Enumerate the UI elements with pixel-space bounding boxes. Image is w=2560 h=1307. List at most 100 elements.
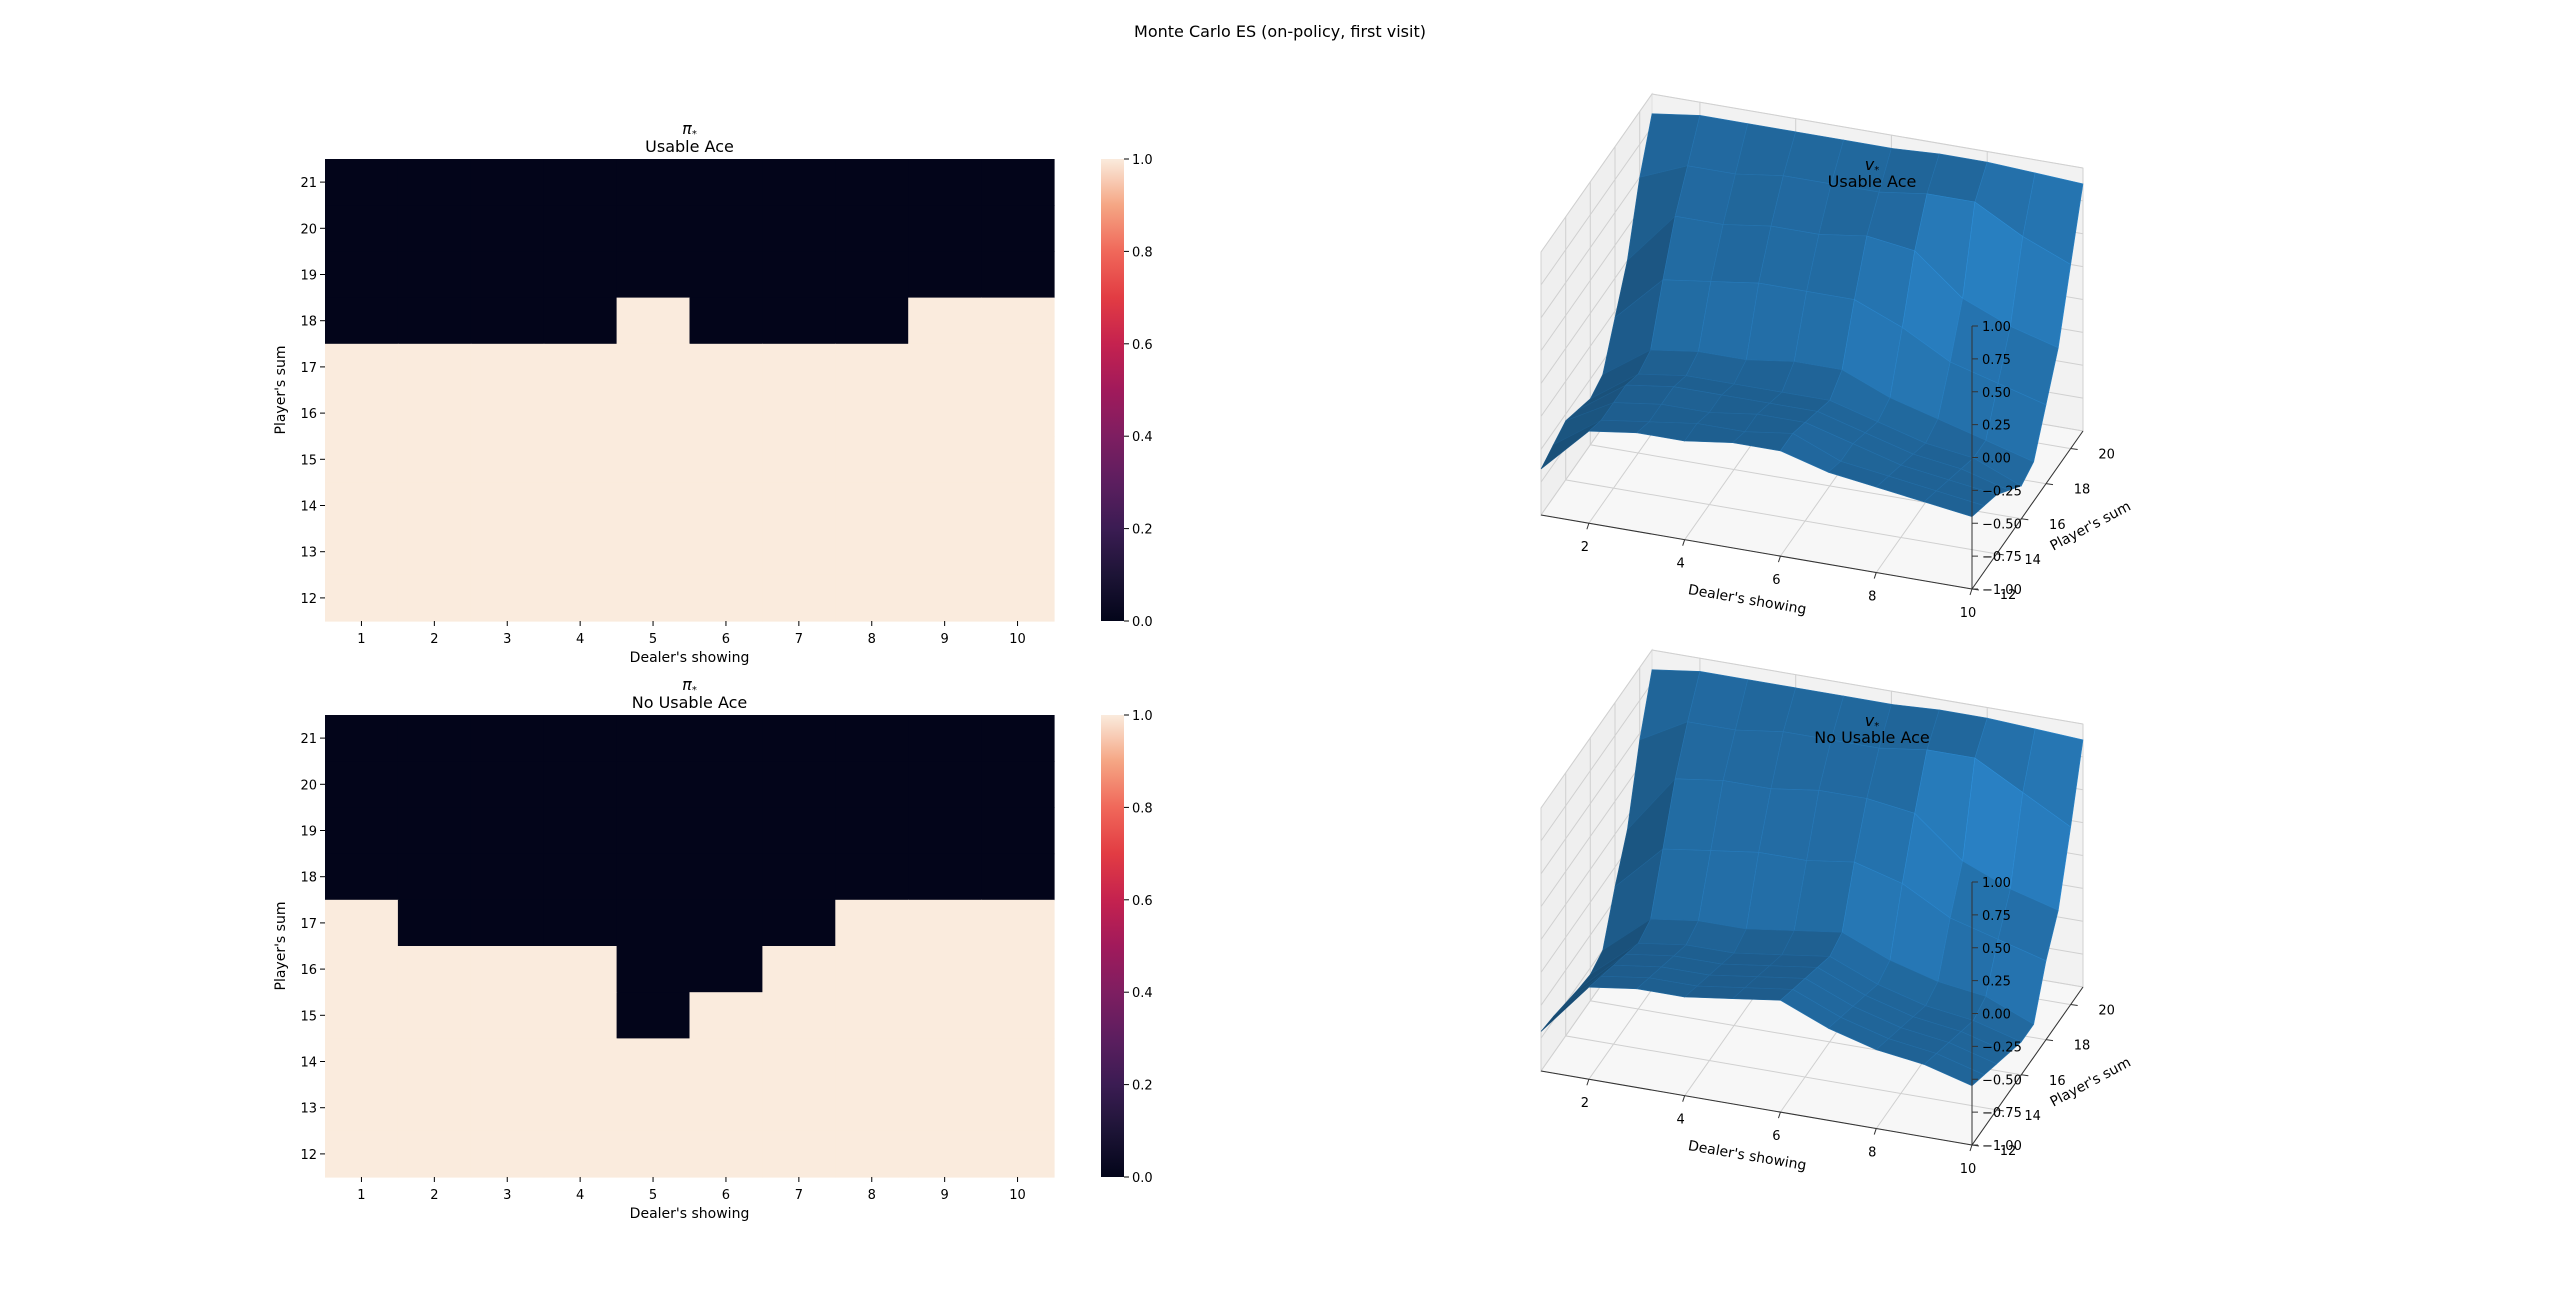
colorbar-tick-label: 0.2: [1132, 523, 1153, 538]
x-tick-label: 8: [868, 632, 876, 647]
y-tick-label: 19: [300, 269, 317, 284]
heatmap-cell: [543, 343, 618, 391]
x-tick-label: 9: [941, 1188, 949, 1203]
heatmap-cell: [981, 992, 1055, 1039]
y-tick-label: 15: [300, 453, 317, 468]
heatmap-cell: [616, 1130, 691, 1178]
heatmap-cell: [397, 1038, 472, 1086]
heatmap-cell: [981, 946, 1055, 993]
z-tick-label: 0.75: [1982, 909, 2011, 924]
colorbar-tick-label: 0.4: [1132, 430, 1153, 445]
heatmap-cell: [470, 946, 545, 993]
heatmap-cell: [325, 482, 399, 530]
heatmap-cell: [543, 436, 618, 483]
heatmap-cell: [470, 159, 545, 206]
heatmap-cell: [689, 251, 763, 299]
heatmap-cell: [616, 992, 691, 1039]
heatmap-cell: [981, 436, 1055, 483]
x-tick-mark: [1586, 1079, 1590, 1086]
heatmap-cell: [543, 715, 618, 762]
heatmap-cell: [762, 205, 836, 252]
y-tick-mark: [2070, 1004, 2078, 1007]
heatmap-cell: [908, 715, 982, 762]
y-tick-label: 20: [300, 778, 317, 793]
policy-heatmap-usable-ace: 1 2 3 4 5 6 7 8 9 1021201918171615141312Dealer's …: [273, 119, 1153, 666]
x-tick-label: 4: [1677, 557, 1685, 572]
grid-line: [1540, 93, 2084, 253]
heatmap-cell: [470, 574, 545, 622]
x-tick-label: 6: [1772, 573, 1780, 588]
chart-title: No Usable Ace: [1814, 728, 1930, 747]
heatmap-cell: [689, 1084, 763, 1132]
heatmap-cell: [325, 853, 399, 901]
chart-title: Usable Ace: [1828, 172, 1917, 191]
heatmap-cell: [908, 807, 982, 855]
chart-title: Usable Ace: [645, 137, 734, 156]
x-tick-mark: [1969, 1144, 1973, 1152]
surface-patch: [1923, 490, 1985, 518]
heatmap-cell: [470, 992, 545, 1039]
heatmap-cell: [908, 899, 982, 947]
heatmap-cell: [835, 715, 909, 762]
colorbar-tick-label: 0.8: [1132, 245, 1153, 260]
heatmap-cell: [835, 992, 909, 1039]
heatmap-cell: [762, 528, 836, 576]
z-tick-label: 0.50: [1982, 942, 2011, 957]
heatmap-cell: [908, 1038, 982, 1086]
heatmap-cell: [325, 528, 399, 576]
heatmap-cell: [908, 1130, 982, 1178]
y-tick-mark: [2021, 1074, 2029, 1077]
heatmap-cell: [689, 1038, 763, 1086]
y-tick-label: 18: [2074, 483, 2091, 498]
heatmap-cell: [470, 761, 545, 808]
heatmap-cell: [835, 251, 909, 299]
colorbar-tick-label: 0.6: [1132, 338, 1153, 353]
x-tick-label: 2: [430, 1188, 438, 1203]
z-tick-label: −0.25: [1982, 484, 2022, 499]
y-tick-label: 12: [300, 592, 317, 607]
heatmap-cell: [689, 946, 763, 993]
y-tick-label: 17: [300, 917, 317, 932]
heatmap-cell: [689, 343, 763, 391]
heatmap-cell: [762, 1038, 836, 1086]
y-tick-label: 14: [2024, 1109, 2041, 1124]
heatmap-cell: [835, 761, 909, 808]
x-axis-label: Dealer's showing: [630, 650, 750, 666]
heatmap-cell: [835, 574, 909, 622]
y-tick-label: 13: [300, 1102, 317, 1117]
x-tick-label: 10: [1960, 1162, 1977, 1177]
heatmap-cell: [762, 343, 836, 391]
y-tick-label: 16: [2049, 1074, 2066, 1089]
heatmap-cell: [908, 1084, 982, 1132]
colorbar-tick-label: 0.4: [1132, 986, 1153, 1001]
heatmap-cell: [908, 574, 982, 622]
heatmap-cell: [835, 853, 909, 901]
y-tick-label: 14: [2024, 553, 2041, 568]
y-tick-mark: [2045, 1039, 2054, 1042]
z-tick-label: 0.25: [1982, 419, 2011, 434]
z-tick-label: 0.00: [1982, 1008, 2011, 1023]
heatmap-cell: [762, 574, 836, 622]
heatmap-cell: [616, 807, 691, 855]
colorbar-tick-label: 0.8: [1132, 801, 1153, 816]
z-tick-label: −0.75: [1982, 550, 2022, 565]
heatmap-cell: [616, 251, 691, 299]
heatmap-cell: [689, 715, 763, 762]
heatmap-cell: [762, 761, 836, 808]
heatmap-cell: [835, 1038, 909, 1086]
y-tick-mark: [2070, 448, 2078, 451]
heatmap-cell: [325, 159, 399, 206]
heatmap-cell: [616, 1084, 691, 1132]
y-axis-line: [1971, 430, 2084, 590]
heatmap-cell: [689, 1130, 763, 1178]
heatmap-cell: [908, 390, 982, 437]
chart-title: No Usable Ace: [632, 693, 748, 712]
value-surface-usable-ace: 2 4 6 8 10 12 14 16 18 20 1.00 0.75 0.50 0.25 0.00 −0.2…: [1540, 92, 2134, 621]
heatmap-cell: [616, 159, 691, 206]
heatmap-cell: [689, 390, 763, 437]
heatmap-cell: [835, 159, 909, 206]
heatmap-cell: [397, 436, 472, 483]
x-tick-mark: [1969, 588, 1973, 596]
z-tick-label: −1.00: [1982, 1139, 2022, 1154]
z-tick-label: 1.00: [1982, 876, 2011, 891]
